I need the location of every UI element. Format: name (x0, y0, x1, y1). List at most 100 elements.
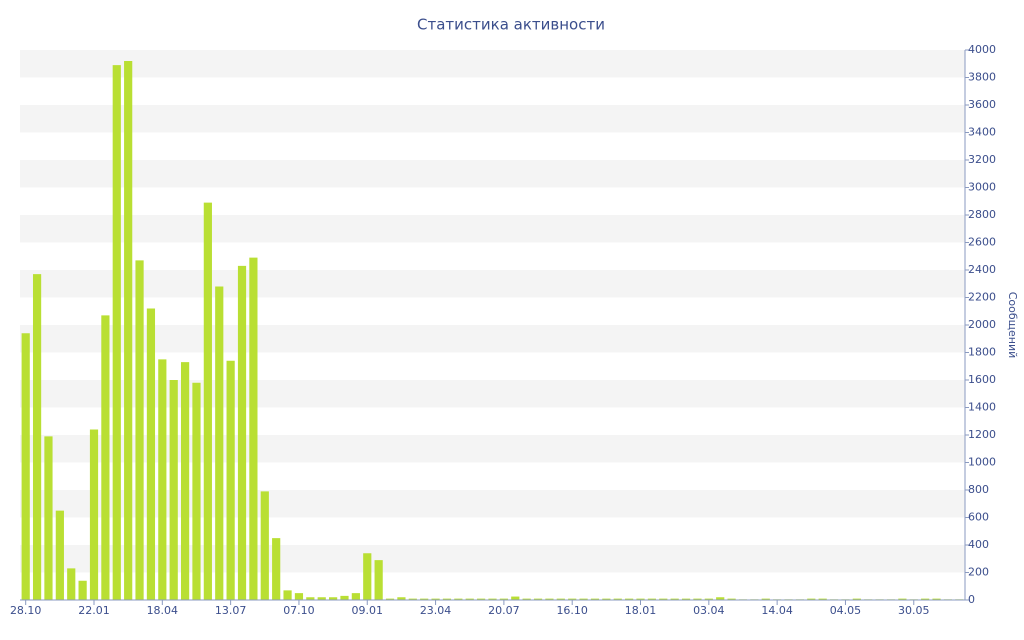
y-tick-label: 3200 (968, 153, 996, 166)
bar (921, 598, 930, 600)
bar (556, 598, 565, 600)
x-tick-label: 13.07 (215, 604, 247, 617)
bar (442, 598, 452, 600)
chart-title: Статистика активности (417, 16, 605, 34)
bar (613, 598, 622, 600)
bar (522, 598, 531, 600)
bar (454, 598, 463, 600)
x-tick-label: 30.05 (898, 604, 930, 617)
bar (704, 598, 713, 600)
bar (363, 553, 372, 600)
bar (625, 598, 634, 600)
bar (579, 598, 588, 600)
x-tick-label: 04.05 (830, 604, 862, 617)
bar (636, 598, 645, 600)
y-tick-label: 3000 (968, 181, 996, 194)
bar (55, 510, 64, 600)
bar (568, 598, 577, 600)
bar (602, 598, 611, 600)
y-tick-label: 2600 (968, 236, 996, 249)
x-tick-label: 16.10 (556, 604, 588, 617)
bar (89, 429, 99, 600)
y-tick-label: 2400 (968, 263, 996, 276)
bar (294, 593, 304, 600)
bar (716, 597, 725, 600)
y-tick-label: 600 (968, 511, 989, 524)
y-tick-label: 3400 (968, 126, 996, 139)
x-tick-label: 14.04 (761, 604, 793, 617)
x-tick-label: 03.04 (693, 604, 725, 617)
y-tick-label: 3600 (968, 98, 996, 111)
bar (249, 257, 258, 600)
bar (283, 590, 292, 600)
grid-band (20, 50, 965, 78)
bar (272, 538, 281, 600)
x-tick-label: 28.10 (10, 604, 42, 617)
bar (351, 593, 360, 600)
bar (397, 597, 406, 600)
y-tick-label: 3800 (968, 71, 996, 84)
grid-band (20, 215, 965, 243)
bar (329, 597, 338, 600)
bar (647, 598, 656, 600)
bar (932, 598, 941, 600)
bar (317, 597, 326, 600)
bar (761, 598, 770, 600)
bar (807, 598, 816, 600)
y-tick-label: 2000 (968, 318, 996, 331)
bar (340, 595, 349, 600)
grid-band (20, 270, 965, 298)
y-axis-label: Сообщений (1006, 292, 1019, 359)
bar (192, 382, 201, 600)
bar (158, 359, 167, 600)
x-tick-label: 23.04 (420, 604, 452, 617)
bar (852, 598, 861, 600)
y-tick-label: 1000 (968, 456, 996, 469)
bar (693, 598, 702, 600)
bar (21, 333, 30, 600)
bar (67, 568, 76, 600)
bar (465, 598, 474, 600)
bar (420, 598, 429, 600)
y-tick-label: 1600 (968, 373, 996, 386)
bar (226, 360, 235, 600)
grid-band (20, 325, 965, 353)
grid-band (20, 105, 965, 133)
bar (374, 560, 383, 600)
bar (32, 274, 42, 600)
bar (590, 598, 600, 600)
bar (180, 362, 190, 600)
grid-band (20, 160, 965, 188)
x-tick-label: 07.10 (283, 604, 315, 617)
bar (306, 597, 315, 600)
y-tick-label: 2200 (968, 291, 996, 304)
bar (670, 598, 679, 600)
bar (499, 598, 508, 600)
bar (112, 65, 121, 600)
x-tick-label: 18.04 (147, 604, 179, 617)
bar (898, 598, 907, 600)
bar (533, 598, 543, 600)
y-tick-label: 200 (968, 566, 989, 579)
y-tick-label: 1200 (968, 428, 996, 441)
y-tick-label: 0 (968, 593, 975, 606)
x-tick-label: 22.01 (78, 604, 110, 617)
bar (488, 598, 497, 600)
bar (681, 598, 691, 600)
bar (101, 315, 110, 600)
x-tick-label: 09.01 (352, 604, 384, 617)
y-tick-label: 800 (968, 483, 989, 496)
y-tick-label: 1400 (968, 401, 996, 414)
bar (237, 265, 247, 600)
bar (260, 491, 269, 600)
bar (659, 598, 668, 600)
bar (78, 580, 87, 600)
y-tick-label: 4000 (968, 43, 996, 56)
bar (818, 598, 827, 600)
bar (124, 61, 133, 600)
y-tick-label: 400 (968, 538, 989, 551)
bar (203, 202, 212, 600)
bar (727, 598, 736, 600)
y-tick-label: 1800 (968, 346, 996, 359)
